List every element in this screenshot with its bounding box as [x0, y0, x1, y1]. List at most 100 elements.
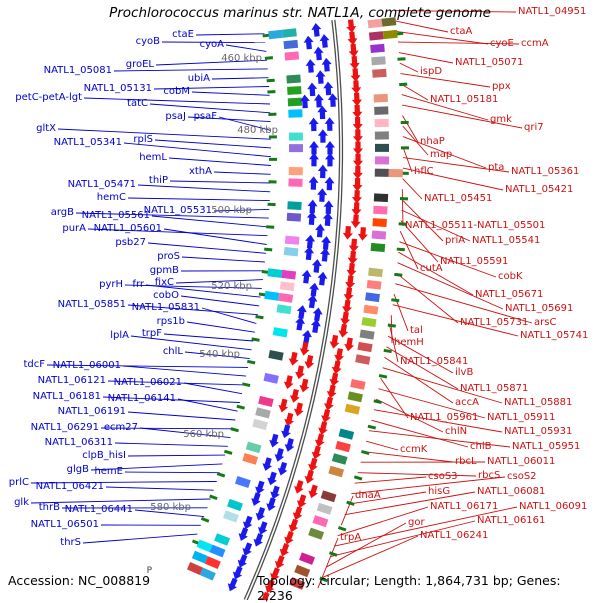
gene-label-left: prlC	[9, 478, 29, 488]
gene-label-right: NATL1_05731	[460, 318, 528, 328]
gene-label-left: clpB_hisI	[82, 451, 126, 461]
gene-label-right: hflC	[414, 167, 434, 177]
gene-label-left: frr	[132, 280, 144, 290]
gene-label-right: NATL1_05881	[504, 398, 572, 408]
gene-label-left: thiP	[149, 176, 168, 186]
gene-label-left: NATL1_06181	[33, 392, 101, 402]
gene-label-right: ispD	[420, 67, 442, 77]
gene-label-left: NATL1_05341	[54, 138, 122, 148]
gene-label-right: NATL1_06081	[477, 487, 545, 497]
gene-label-right: dnaA	[355, 491, 381, 501]
gene-label-left: NATL1_06441	[65, 505, 133, 515]
gene-label-right: NATL1_05671	[475, 290, 543, 300]
gene-label-right: ccmK	[400, 445, 427, 455]
gene-label-left: ctaE	[172, 30, 194, 40]
gene-label-right: chlB	[470, 442, 491, 452]
gene-label-right: ccmA	[521, 39, 549, 49]
gene-label-right: hisG	[428, 487, 450, 497]
gene-label-left: NATL1_06121	[38, 376, 106, 386]
gene-label-left: gpmB	[150, 266, 179, 276]
gene-label-left: cyoB	[136, 37, 160, 47]
scale-mark-label: 560 kbp	[183, 430, 224, 440]
gene-label-right: NATL1_05591	[440, 257, 508, 267]
gene-label-left: proS	[157, 252, 180, 262]
gene-label-left: NATL1_06421	[36, 482, 104, 492]
gene-label-right: chlN	[445, 427, 467, 437]
scale-mark-label: 500 kbp	[211, 206, 252, 216]
gene-label-left: NATL1_05831	[132, 303, 200, 313]
gene-label-right: csoS2	[507, 472, 537, 482]
gene-label-right: csoS3	[428, 472, 458, 482]
scale-mark-label: 580 kbp	[150, 503, 191, 513]
gene-label-left: lplA	[110, 331, 129, 341]
gene-label-left: cobM	[163, 87, 190, 97]
gene-label-right: NATL1_05451	[424, 194, 492, 204]
scale-mark-label: 520 kbp	[211, 282, 252, 292]
gene-label-right: NATL1_05181	[430, 95, 498, 105]
gene-label-left: hemC	[97, 193, 126, 203]
gene-label-left: NATL1_05851	[58, 300, 126, 310]
gene-label-left: glk	[14, 498, 29, 508]
gene-label-right: arsC	[534, 318, 556, 328]
gene-label-right: cobK	[498, 272, 523, 282]
gene-label-right: pta	[488, 163, 504, 173]
gene-label-left: NATL1_05601	[94, 224, 162, 234]
gene-label-right: NATL1_05951	[512, 442, 580, 452]
gene-label-right: hemH	[394, 338, 424, 348]
gene-label-right: rbcS	[478, 471, 500, 481]
page-title: Prochlorococcus marinus str. NATL1A, com…	[0, 5, 600, 21]
gene-label-right: NATL1_05741	[520, 331, 588, 341]
gene-label-left: NATL1_05471	[68, 180, 136, 190]
gene-label-right: nhaP	[420, 137, 445, 147]
gene-label-left: NATL1_06291	[31, 423, 99, 433]
gene-label-left: pyrH	[99, 280, 123, 290]
gene-label-left: NATL1_06141	[108, 394, 176, 404]
gene-label-right: NATL1_05511-NATL1_05501	[405, 221, 545, 231]
gene-label-left: thrB	[39, 503, 60, 513]
gene-label-right: trpA	[340, 533, 361, 543]
gene-label-left: rps1b	[157, 317, 185, 327]
gene-label-right: NATL1_06171	[430, 502, 498, 512]
accession-text: Accession: NC_008819	[8, 573, 150, 588]
scale-mark-label: 480 kbp	[237, 126, 278, 136]
gene-label-right: NATL1_05691	[505, 304, 573, 314]
gene-label-left: petC-petA-lgt	[15, 93, 82, 103]
gene-label-right: priA	[445, 236, 465, 246]
gene-label-left: NATL1_06191	[58, 407, 126, 417]
gene-label-right: NATL1_05931	[504, 427, 572, 437]
gene-label-right: gor	[408, 518, 425, 528]
gene-label-left: NATL1_05081	[44, 66, 112, 76]
gene-label-right: gmk	[490, 115, 512, 125]
gene-label-left: hemL	[139, 153, 167, 163]
gene-label-left: NATL1_06501	[31, 520, 99, 530]
gene-label-left: NATL1_05531	[144, 206, 212, 216]
gene-label-left: argB	[51, 208, 74, 218]
gene-label-left: fixC	[155, 278, 174, 288]
gene-label-right: NATL1_05841	[400, 357, 468, 367]
gene-label-left: glgB	[67, 465, 89, 475]
gene-label-right: NATL1_05071	[455, 58, 523, 68]
scale-mark-label: 460 kbp	[221, 54, 262, 64]
gene-label-right: ctaA	[450, 27, 472, 37]
gene-label-right: map	[430, 150, 452, 160]
gene-label-right: accA	[455, 398, 479, 408]
gene-label-left: ecm27	[104, 423, 138, 433]
gene-label-left: gltX	[36, 124, 56, 134]
gene-label-left: psaF	[194, 112, 217, 122]
gene-label-left: NATL1_06001	[53, 361, 121, 371]
gene-label-left: psb27	[115, 238, 146, 248]
gene-label-right: qri7	[524, 123, 544, 133]
genome-stats-text: Topology: circular; Length: 1,864,731 bp…	[257, 573, 600, 603]
gene-label-right: NATL1_05911	[487, 413, 555, 423]
scale-mark-label: 540 kbp	[199, 350, 240, 360]
gene-label-right: ilvB	[455, 368, 473, 378]
gene-label-left: thrS	[60, 538, 81, 548]
gene-label-left: rplS	[133, 135, 153, 145]
gene-label-left: groEL	[126, 60, 154, 70]
gene-label-left: NATL1_05131	[84, 84, 152, 94]
gene-label-left: tatC	[127, 99, 148, 109]
gene-label-left: psaJ	[165, 112, 186, 122]
gene-label-left: trpF	[142, 329, 162, 339]
